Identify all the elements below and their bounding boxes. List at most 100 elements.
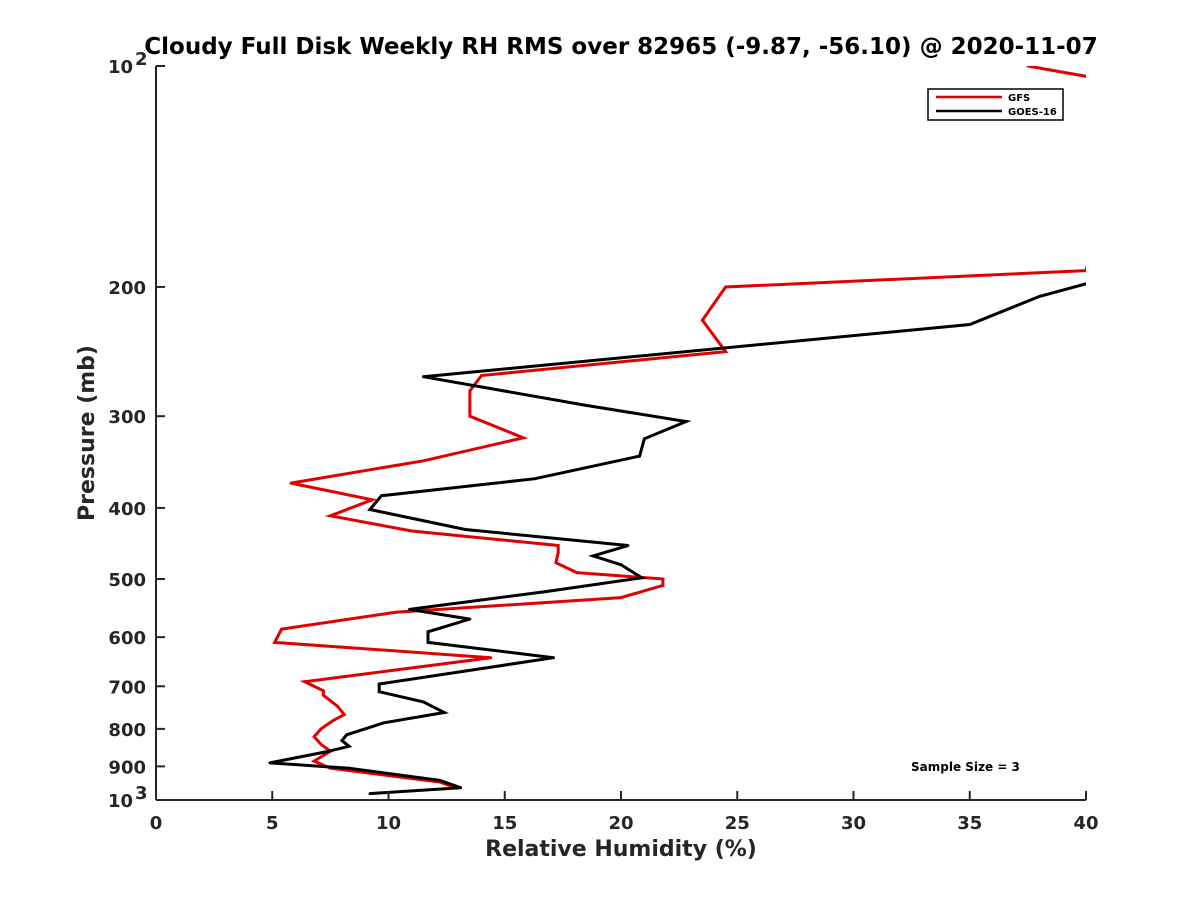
- data-point-goes-16-18: [468, 617, 472, 621]
- x-tick-label-40: 40: [1073, 813, 1098, 834]
- x-tick-label-10: 10: [376, 813, 401, 834]
- data-point-gfs-12: [370, 498, 374, 502]
- data-point-goes-16-13: [591, 554, 595, 558]
- data-point-gfs-11: [289, 481, 293, 485]
- data-point-goes-16-27: [345, 733, 348, 737]
- data-point-goes-16-12: [626, 544, 630, 547]
- x-axis-label: Relative Humidity (%): [485, 837, 757, 862]
- data-point-gfs-18: [575, 571, 579, 574]
- legend: GFS GOES-16: [927, 88, 1064, 121]
- data-point-gfs-10: [422, 459, 425, 463]
- y-tick-label-200: 200: [108, 278, 146, 299]
- data-point-goes-16-14: [619, 563, 623, 567]
- legend-label-gfs: GFS: [1008, 93, 1030, 104]
- y-tick-label-800: 800: [108, 720, 146, 741]
- data-point-gfs-3: [724, 285, 727, 289]
- data-point-goes-16-29: [347, 744, 351, 748]
- data-point-goes-16-20: [426, 641, 430, 644]
- data-point-gfs-20: [661, 584, 665, 587]
- data-point-goes-16-24: [422, 700, 425, 704]
- data-point-gfs-29: [322, 693, 325, 697]
- series-layer: [268, 66, 1086, 796]
- data-point-gfs-7: [468, 389, 472, 393]
- data-point-gfs-25: [489, 656, 493, 660]
- data-point-gfs-2: [1084, 269, 1086, 272]
- data-point-goes-16-4: [584, 404, 588, 407]
- data-point-gfs-16: [556, 551, 560, 554]
- data-point-goes-16-25: [442, 711, 446, 714]
- data-point-gfs-24: [273, 641, 276, 644]
- data-point-goes-16-1: [1038, 295, 1041, 298]
- data-point-gfs-21: [619, 596, 623, 599]
- data-point-gfs-37: [312, 759, 316, 763]
- data-point-gfs-35: [319, 743, 323, 746]
- data-point-goes-16-26: [382, 721, 386, 725]
- data-point-gfs-31: [342, 713, 346, 716]
- x-tick-label-35: 35: [957, 813, 982, 834]
- data-point-goes-16-8: [533, 477, 537, 481]
- data-point-gfs-30: [336, 704, 339, 708]
- data-point-goes-16-30: [324, 750, 328, 754]
- data-point-gfs-13: [329, 514, 332, 518]
- y-tick-label-700: 700: [108, 677, 146, 698]
- data-point-goes-16-16: [545, 590, 548, 593]
- y-axis-label: Pressure (mb): [75, 345, 100, 521]
- data-point-goes-16-23: [377, 690, 381, 694]
- data-point-gfs-14: [410, 529, 414, 533]
- data-point-goes-16-11: [463, 528, 467, 531]
- y-tick-label-1000: 10: [108, 791, 133, 812]
- x-tick-label-0: 0: [150, 813, 163, 834]
- data-point-gfs-32: [331, 719, 335, 723]
- x-axis-ticks: 0 5 10 15 20 25 30 35 40: [150, 791, 1099, 834]
- data-point-gfs-8: [468, 414, 472, 418]
- x-tick-label-30: 30: [841, 813, 866, 834]
- data-point-gfs-17: [554, 561, 558, 565]
- data-point-goes-16-32: [347, 766, 351, 770]
- data-point-gfs-19: [661, 577, 665, 581]
- data-point-goes-16-0: [1084, 282, 1086, 286]
- y-tick-label-900: 900: [108, 757, 146, 778]
- data-point-goes-16-21: [552, 656, 555, 660]
- x-tick-label-15: 15: [492, 813, 517, 834]
- data-point-goes-16-15: [640, 576, 644, 580]
- data-point-gfs-28: [322, 689, 325, 693]
- data-point-goes-16-10: [368, 508, 372, 511]
- data-point-goes-16-17: [408, 608, 411, 611]
- x-tick-label-20: 20: [608, 813, 633, 834]
- x-tick-label-5: 5: [266, 813, 279, 834]
- chart-title: Cloudy Full Disk Weekly RH RMS over 8296…: [144, 34, 1097, 60]
- data-point-gfs-15: [556, 544, 560, 547]
- y-tick-exponent-100: 2: [135, 49, 148, 70]
- y-tick-label-300: 300: [108, 407, 146, 428]
- sample-size-annotation: Sample Size = 3: [911, 760, 1020, 774]
- data-point-gfs-23: [280, 627, 283, 631]
- x-tick-label-25: 25: [725, 813, 750, 834]
- data-point-gfs-22: [394, 610, 397, 614]
- data-point-goes-16-35: [368, 792, 372, 795]
- data-point-goes-16-9: [380, 494, 383, 498]
- data-point-gfs-33: [319, 727, 323, 731]
- data-point-gfs-5: [724, 350, 727, 353]
- data-point-goes-16-5: [684, 420, 688, 423]
- data-point-gfs-4: [701, 318, 704, 322]
- y-tick-label-500: 500: [108, 570, 146, 591]
- data-point-gfs-34: [312, 735, 316, 739]
- data-point-goes-16-31: [268, 761, 272, 765]
- data-point-goes-16-3: [422, 375, 425, 379]
- data-point-gfs-0: [1026, 66, 1030, 68]
- data-point-goes-16-34: [459, 786, 462, 790]
- y-tick-label-100: 10: [108, 57, 133, 78]
- data-point-goes-16-6: [642, 437, 646, 441]
- data-point-goes-16-19: [426, 630, 430, 634]
- data-point-gfs-9: [522, 436, 525, 440]
- y-tick-label-400: 400: [108, 499, 146, 520]
- data-point-gfs-27: [303, 680, 307, 684]
- data-point-gfs-6: [480, 374, 483, 377]
- data-point-goes-16-2: [968, 323, 972, 326]
- data-point-goes-16-33: [438, 778, 441, 782]
- series-line-goes-16: [269, 282, 1086, 796]
- legend-box: [927, 88, 1064, 121]
